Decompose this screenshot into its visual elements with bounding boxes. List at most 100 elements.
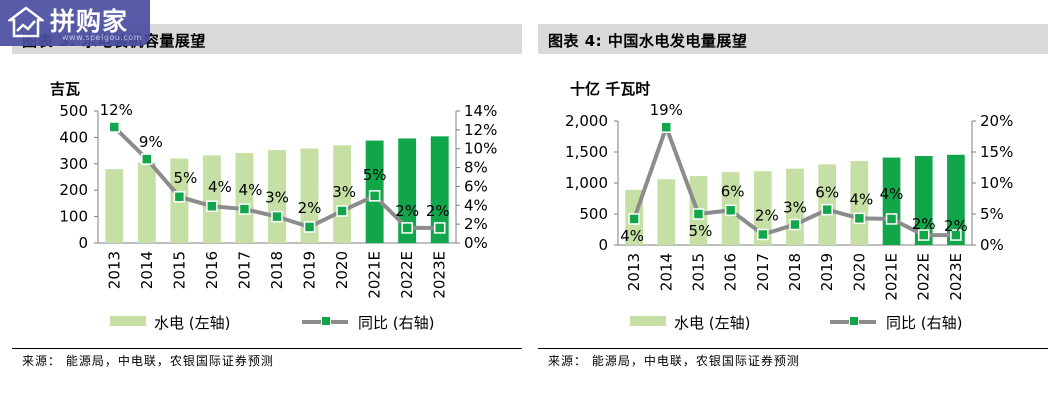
x-tick-label: 2016 xyxy=(722,253,740,291)
data-label: 4% xyxy=(239,181,263,199)
x-tick-label: 2017 xyxy=(235,251,253,289)
chart-title-bar: 图表 4: 中国水电发电量展望 xyxy=(538,24,1048,54)
data-label: 6% xyxy=(815,184,839,202)
left-tick-label: 1,000 xyxy=(565,174,608,192)
line-marker xyxy=(789,218,801,231)
right-tick-label: 20% xyxy=(980,112,1013,130)
right-tick-label: 0% xyxy=(980,236,1004,254)
line-marker xyxy=(821,203,833,216)
data-label: 2% xyxy=(298,199,322,217)
legend-label-bar: 水电 (左轴) xyxy=(154,314,231,332)
x-tick-label: 2021E xyxy=(883,253,901,301)
x-tick-label: 2020 xyxy=(850,253,868,291)
line-marker xyxy=(757,228,769,241)
bar xyxy=(753,171,772,245)
x-tick-label: 2017 xyxy=(754,253,772,291)
x-tick-label: 2021E xyxy=(366,251,384,299)
bar xyxy=(105,169,124,243)
source-note: 来源： 能源局，中电联，农银国际证券预测 xyxy=(548,354,800,368)
watermark-logo: 拼购家 www.spelgou.com xyxy=(0,0,150,46)
line-marker xyxy=(336,205,348,217)
x-tick-label: 2022E xyxy=(915,253,933,301)
legend-swatch-marker xyxy=(321,316,331,326)
bar xyxy=(333,145,352,243)
bar xyxy=(398,138,417,243)
left-tick-label: 200 xyxy=(59,181,88,199)
data-label: 19% xyxy=(650,101,683,119)
bar xyxy=(947,154,965,245)
data-label: 9% xyxy=(139,133,163,151)
data-label: 3% xyxy=(265,189,289,207)
right-tick-label: 0% xyxy=(464,234,488,252)
left-tick-label: 1,500 xyxy=(565,143,608,161)
line-marker xyxy=(660,121,673,133)
data-label: 4% xyxy=(880,185,904,203)
line-marker xyxy=(206,200,218,212)
line-marker xyxy=(853,212,866,225)
legend-swatch-bar xyxy=(110,316,146,326)
right-tick-label: 8% xyxy=(464,159,488,177)
bar xyxy=(300,148,319,243)
line-marker xyxy=(917,229,930,241)
legend-swatch-bar xyxy=(630,316,666,326)
source-divider xyxy=(538,348,1048,349)
data-label: 4% xyxy=(620,227,644,245)
x-tick-label: 2018 xyxy=(268,251,286,289)
data-label: 3% xyxy=(332,183,356,201)
x-tick-label: 2014 xyxy=(657,253,675,291)
data-label: 5% xyxy=(689,222,713,240)
left-tick-label: 500 xyxy=(59,102,88,120)
x-tick-label: 2018 xyxy=(786,253,804,291)
left-tick-label: 500 xyxy=(579,205,608,223)
data-label: 6% xyxy=(721,182,745,200)
bar xyxy=(202,155,221,243)
x-tick-label: 2013 xyxy=(105,251,123,289)
left-axis-unit: 吉瓦 xyxy=(50,80,81,98)
line-marker xyxy=(173,191,186,203)
data-label: 12% xyxy=(100,101,133,119)
x-tick-label: 2022E xyxy=(398,251,416,299)
x-tick-label: 2014 xyxy=(138,251,156,289)
x-tick-label: 2023E xyxy=(431,251,449,299)
bar xyxy=(137,162,156,243)
data-label: 5% xyxy=(363,166,387,184)
right-tick-label: 10% xyxy=(464,140,497,158)
line-marker xyxy=(141,153,153,165)
x-tick-label: 2019 xyxy=(301,251,319,289)
x-tick-label: 2016 xyxy=(203,251,221,289)
chart-title: 图表 4: 中国水电发电量展望 xyxy=(548,32,748,50)
source-note: 来源： 能源局，中电联，农银国际证券预测 xyxy=(22,354,274,368)
left-tick-label: 300 xyxy=(59,155,88,173)
line-marker xyxy=(950,229,962,241)
data-label: 2% xyxy=(944,217,968,235)
x-tick-label: 2019 xyxy=(818,253,836,291)
right-tick-label: 12% xyxy=(464,121,497,139)
left-tick-label: 0 xyxy=(78,234,88,252)
house-chart-icon xyxy=(8,6,44,38)
x-tick-label: 2023E xyxy=(947,253,965,301)
chart-panel-right: 图表 4: 中国水电发电量展望 十亿 千瓦时 0 500 1,000 1,500 2,0… xyxy=(538,0,1048,400)
right-tick-label: 5% xyxy=(980,205,1004,223)
data-label: 4% xyxy=(849,190,873,208)
data-label: 2% xyxy=(395,202,419,220)
legend-label-bar: 水电 (左轴) xyxy=(674,314,751,332)
line-marker xyxy=(724,204,737,217)
chart-svg-right: 0 500 1,000 1,500 2,000 0% 5% 10% 15% 20% 2013 2014… xyxy=(565,101,1013,301)
line-marker xyxy=(238,203,251,215)
right-tick-label: 14% xyxy=(464,102,497,120)
bar xyxy=(914,156,933,245)
legend-swatch-marker xyxy=(849,316,859,326)
data-label: 2% xyxy=(755,206,779,224)
data-label: 3% xyxy=(783,199,807,217)
line-marker xyxy=(368,190,381,202)
line-marker xyxy=(433,222,446,234)
right-tick-label: 15% xyxy=(980,143,1013,161)
chart-panel-left: 图表 3: 水电装机容量展望 吉瓦 01002003004005000%2%4%… xyxy=(12,0,522,400)
left-tick-label: 400 xyxy=(59,128,88,146)
watermark-subtext: www.spelgou.com xyxy=(62,33,142,42)
x-tick-label: 2013 xyxy=(625,253,643,291)
line-marker xyxy=(628,213,640,225)
x-tick-label: 2020 xyxy=(333,251,351,289)
line-marker xyxy=(692,208,705,220)
